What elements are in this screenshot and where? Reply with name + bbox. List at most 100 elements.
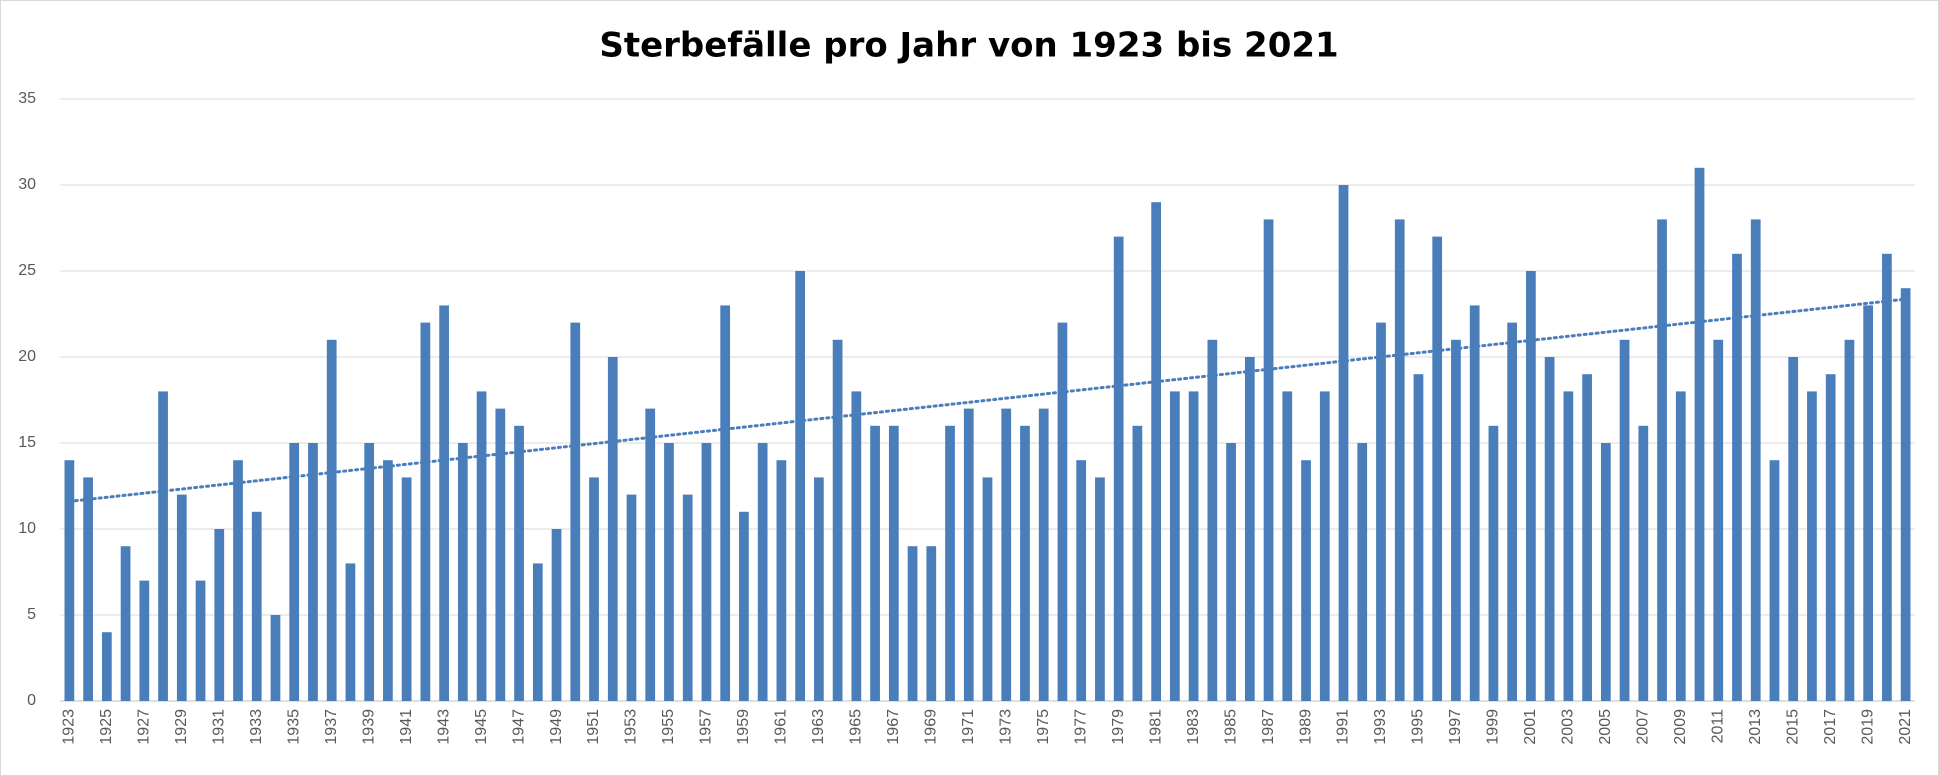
x-tick-label: 1981 [1147, 709, 1164, 745]
x-tick-label: 2019 [1859, 709, 1876, 745]
bar [1207, 339, 1218, 701]
bar [345, 563, 356, 701]
bar [1132, 425, 1143, 701]
bar [813, 477, 824, 701]
bar [401, 477, 412, 701]
bar [1226, 443, 1236, 701]
x-tick-label: 1987 [1260, 709, 1277, 745]
bar [1507, 322, 1518, 701]
x-tick-label: 1939 [360, 709, 377, 745]
x-tick-label: 1983 [1185, 709, 1202, 745]
x-tick-label: 1963 [810, 709, 827, 745]
bar [120, 546, 131, 701]
x-tick-label: 1959 [735, 709, 752, 745]
y-tick-label: 30 [18, 176, 36, 193]
x-tick-label: 1955 [660, 709, 677, 745]
bar [701, 443, 712, 701]
x-tick-label: 1999 [1485, 709, 1502, 745]
bar [1451, 339, 1461, 701]
bar [289, 443, 300, 701]
bar [720, 305, 731, 701]
bar [1675, 391, 1686, 701]
bar [1657, 219, 1667, 701]
bar [1825, 374, 1836, 701]
x-tick-label: 1923 [61, 709, 78, 745]
bar [776, 460, 787, 701]
bar [645, 408, 656, 701]
bar [1544, 357, 1555, 701]
bar [495, 408, 506, 701]
bar [176, 494, 187, 701]
bar [851, 391, 862, 701]
bar [158, 391, 168, 701]
bar [926, 546, 937, 701]
bar [139, 580, 150, 701]
bar [1807, 391, 1817, 701]
x-tick-label: 1977 [1072, 709, 1089, 745]
bar [326, 339, 337, 701]
y-tick-label: 20 [18, 348, 36, 365]
bar [1020, 425, 1030, 701]
bar [1057, 322, 1068, 701]
x-tick-label: 1935 [285, 709, 302, 745]
bar [1413, 374, 1424, 701]
bar [739, 511, 749, 701]
bar [383, 460, 393, 701]
bar [439, 305, 449, 701]
x-tick-label: 1941 [398, 709, 415, 745]
x-tick-label: 1925 [98, 709, 115, 745]
x-tick-label: 2005 [1597, 709, 1614, 745]
bar [195, 580, 206, 701]
x-tick-label: 2021 [1897, 709, 1914, 745]
x-tick-label: 1979 [1110, 709, 1127, 745]
bar [83, 477, 93, 701]
bar [1788, 357, 1799, 701]
bar [1713, 339, 1724, 701]
x-tick-label: 1991 [1335, 709, 1352, 745]
bar [514, 425, 524, 701]
bar [1170, 391, 1180, 701]
bar [795, 271, 805, 701]
bar [270, 615, 281, 701]
bar [476, 391, 487, 701]
bar [1488, 425, 1499, 701]
x-tick-label: 1967 [885, 709, 902, 745]
bar [1188, 391, 1199, 701]
x-tick-label: 1937 [323, 709, 340, 745]
bar [1694, 167, 1705, 702]
bar [233, 460, 243, 701]
bar [1619, 339, 1630, 701]
bar [457, 443, 468, 701]
x-tick-label: 1929 [173, 709, 190, 745]
x-tick-label: 1985 [1222, 709, 1239, 745]
bar [551, 529, 562, 701]
bar [532, 563, 543, 701]
x-tick-label: 1943 [435, 709, 452, 745]
bar [1319, 391, 1330, 701]
y-tick-label: 25 [18, 262, 36, 279]
bar [1432, 236, 1443, 701]
bar [1732, 253, 1742, 702]
bar [1263, 219, 1274, 701]
bar [1638, 425, 1649, 701]
bar [757, 443, 768, 701]
bar [1095, 477, 1105, 701]
bar [982, 477, 993, 701]
bar [101, 632, 112, 701]
x-tick-label: 1965 [848, 709, 865, 745]
y-tick-label: 15 [18, 434, 36, 451]
bar [1394, 219, 1405, 701]
bar [214, 529, 225, 701]
bar [1038, 408, 1049, 701]
x-tick-label: 2007 [1635, 709, 1652, 745]
bar [888, 425, 899, 701]
x-tick-label: 2001 [1522, 709, 1539, 745]
x-tick-label: 1927 [136, 709, 153, 745]
bar [907, 546, 918, 701]
bar [664, 443, 674, 701]
bar [870, 425, 880, 701]
x-tick-label: 1973 [997, 709, 1014, 745]
bar [1151, 202, 1162, 701]
y-tick-label: 10 [18, 520, 36, 537]
